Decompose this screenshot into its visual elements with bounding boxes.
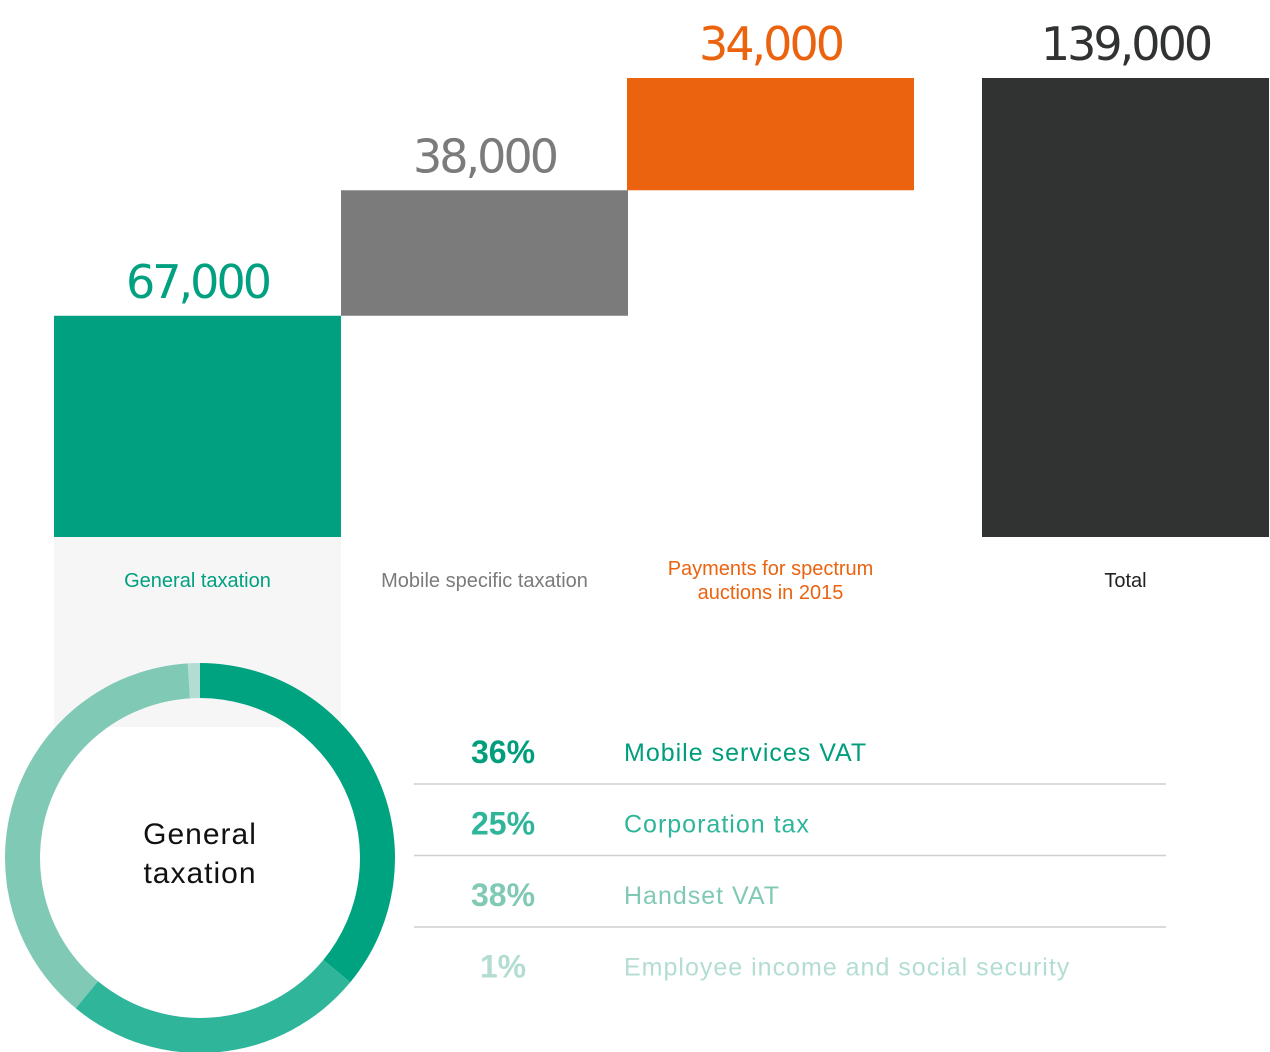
category-label: Total [1104, 570, 1147, 592]
donut-title: General taxation [143, 818, 257, 890]
donut-segment [200, 663, 395, 983]
legend-value: 25% [471, 806, 535, 842]
legend-value: 36% [471, 734, 535, 770]
legend-value: 38% [471, 877, 535, 913]
legend-label: Handset VAT [624, 882, 780, 910]
bar [982, 78, 1269, 537]
category-label: Payments for spectrum auctions in 2015 [667, 558, 874, 604]
bar [54, 315, 341, 537]
donut-segment [75, 959, 351, 1052]
donut-segment [187, 663, 200, 699]
legend-label: Mobile services VAT [624, 739, 867, 767]
legend-label: Employee income and social security [624, 954, 1070, 982]
category-label: General taxation [124, 570, 271, 592]
bar [341, 190, 628, 316]
value-label: 67,000 [126, 255, 270, 309]
category-label: Mobile specific taxation [381, 570, 588, 592]
legend-label: Corporation tax [624, 811, 810, 839]
value-label: 34,000 [699, 17, 843, 71]
value-label: 38,000 [413, 129, 557, 183]
bar [627, 78, 914, 191]
donut-segment [5, 663, 190, 1009]
value-label: 139,000 [1041, 17, 1211, 71]
legend-value: 1% [480, 949, 526, 985]
